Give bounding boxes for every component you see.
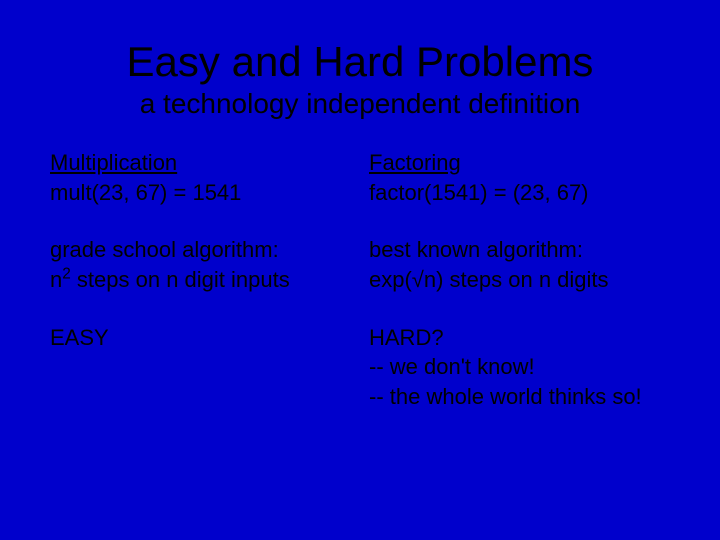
two-column-layout: Multiplication mult(23, 67) = 1541 grade… — [50, 148, 670, 440]
right-note1: -- we don't know! — [369, 352, 670, 382]
slide-title: Easy and Hard Problems — [50, 38, 670, 86]
right-note2: -- the whole world thinks so! — [369, 382, 670, 412]
left-algo-line2: n2 steps on n digit inputs — [50, 265, 351, 295]
right-algo-line1: best known algorithm: — [369, 235, 670, 265]
right-heading-block: Factoring factor(1541) = (23, 67) — [369, 148, 670, 207]
left-verdict-block: EASY — [50, 323, 351, 353]
left-algo-block: grade school algorithm: n2 steps on n di… — [50, 235, 351, 294]
left-column: Multiplication mult(23, 67) = 1541 grade… — [50, 148, 351, 440]
right-verdict-block: HARD? -- we don't know! -- the whole wor… — [369, 323, 670, 412]
right-example: factor(1541) = (23, 67) — [369, 178, 670, 208]
right-column: Factoring factor(1541) = (23, 67) best k… — [369, 148, 670, 440]
right-algo-line2: exp(√n) steps on n digits — [369, 265, 670, 295]
right-verdict: HARD? — [369, 323, 670, 353]
left-algo-sup: 2 — [62, 266, 71, 283]
left-example: mult(23, 67) = 1541 — [50, 178, 351, 208]
right-algo-block: best known algorithm: exp(√n) steps on n… — [369, 235, 670, 294]
left-algo-suffix: steps on n digit inputs — [71, 267, 290, 292]
left-algo-line1: grade school algorithm: — [50, 235, 351, 265]
slide-subtitle: a technology independent definition — [50, 88, 670, 120]
left-heading-block: Multiplication mult(23, 67) = 1541 — [50, 148, 351, 207]
left-verdict: EASY — [50, 323, 351, 353]
left-algo-prefix: n — [50, 267, 62, 292]
right-heading: Factoring — [369, 148, 670, 178]
left-heading: Multiplication — [50, 148, 351, 178]
